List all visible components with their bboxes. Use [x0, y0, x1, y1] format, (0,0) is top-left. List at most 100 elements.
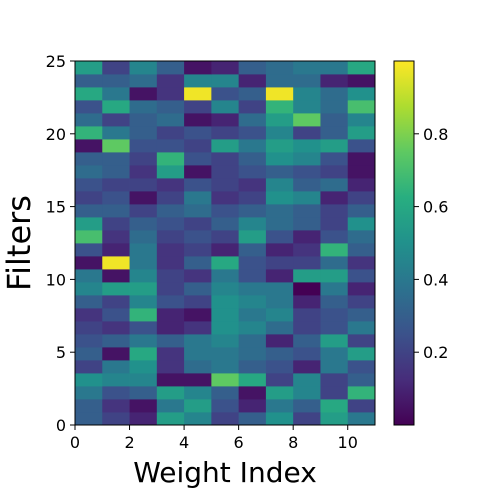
heatmap-cell: [184, 178, 212, 192]
heatmap-cell: [320, 256, 349, 270]
heatmap-cell: [102, 269, 130, 283]
heatmap-cell: [156, 139, 185, 153]
heatmap-cell: [238, 204, 267, 218]
heatmap-cell: [129, 321, 158, 335]
heatmap-cell: [320, 204, 349, 218]
heatmap-cell: [211, 87, 240, 101]
heatmap-cell: [265, 269, 294, 283]
heatmap-cell: [293, 139, 321, 153]
heatmap-cell: [184, 191, 212, 205]
heatmap-cell: [129, 412, 158, 426]
heatmap-cells: [75, 61, 376, 426]
heatmap-cell: [184, 74, 212, 88]
heatmap-cell: [211, 152, 240, 166]
heatmap-cell: [211, 113, 240, 127]
heatmap-cell: [265, 412, 294, 426]
heatmap-cell: [320, 373, 349, 387]
heatmap-cell: [102, 87, 130, 101]
heatmap-cell: [347, 269, 376, 283]
heatmap-cell: [211, 74, 240, 88]
heatmap-cell: [347, 191, 376, 205]
x-tick-label: 10: [338, 433, 358, 452]
heatmap-cell: [347, 61, 376, 75]
heatmap-cell: [75, 230, 103, 244]
heatmap-cell: [238, 152, 267, 166]
heatmap-cell: [293, 256, 321, 270]
heatmap-cell: [129, 126, 158, 140]
heatmap-cell: [211, 295, 240, 309]
heatmap-cell: [129, 282, 158, 296]
heatmap-cell: [347, 360, 376, 374]
heatmap-cell: [129, 373, 158, 387]
heatmap-cell: [211, 230, 240, 244]
heatmap-cell: [293, 412, 321, 426]
heatmap-cell: [75, 74, 103, 88]
heatmap-cell: [129, 230, 158, 244]
heatmap-cell: [238, 308, 267, 322]
heatmap-cell: [184, 87, 212, 101]
heatmap-cell: [238, 178, 267, 192]
heatmap-cell: [75, 113, 103, 127]
heatmap-cell: [265, 87, 294, 101]
heatmap-cell: [184, 373, 212, 387]
heatmap-cell: [293, 87, 321, 101]
x-tick-label: 2: [124, 433, 134, 452]
heatmap-cell: [238, 87, 267, 101]
heatmap-cell: [184, 126, 212, 140]
heatmap-cell: [129, 386, 158, 400]
heatmap-cell: [238, 360, 267, 374]
heatmap-cell: [320, 126, 349, 140]
heatmap-cell: [238, 399, 267, 413]
heatmap-cell: [184, 204, 212, 218]
heatmap-cell: [102, 334, 130, 348]
heatmap-cell: [156, 386, 185, 400]
heatmap-cell: [156, 126, 185, 140]
heatmap-cell: [320, 295, 349, 309]
heatmap-cell: [238, 386, 267, 400]
plot-frame: [74, 60, 376, 426]
heatmap-cell: [320, 178, 349, 192]
heatmap-cell: [184, 269, 212, 283]
heatmap-cell: [129, 191, 158, 205]
colorbar-tick-label: 0.4: [423, 270, 448, 289]
heatmap-cell: [75, 87, 103, 101]
y-tick-label: 15: [46, 198, 66, 217]
y-tick-label: 20: [46, 125, 66, 144]
heatmap-cell: [293, 321, 321, 335]
heatmap-cell: [129, 100, 158, 114]
heatmap-cell: [238, 191, 267, 205]
heatmap-cell: [156, 295, 185, 309]
heatmap-cell: [320, 191, 349, 205]
heatmap-cell: [184, 139, 212, 153]
heatmap-cell: [156, 165, 185, 179]
heatmap-cell: [265, 204, 294, 218]
heatmap-cell: [238, 139, 267, 153]
heatmap-cell: [156, 256, 185, 270]
heatmap-cell: [211, 373, 240, 387]
heatmap-cell: [156, 269, 185, 283]
y-axis-ticks: 0 5 10 15 20 25: [46, 52, 75, 435]
heatmap-cell: [265, 217, 294, 231]
heatmap-cell: [265, 282, 294, 296]
heatmap-cell: [156, 113, 185, 127]
heatmap-cell: [102, 74, 130, 88]
x-tick-label: 8: [288, 433, 298, 452]
heatmap-cell: [238, 230, 267, 244]
heatmap-cell: [102, 230, 130, 244]
heatmap-cell: [293, 243, 321, 257]
heatmap-cell: [184, 334, 212, 348]
heatmap-cell: [347, 347, 376, 361]
heatmap-cell: [211, 282, 240, 296]
heatmap-cell: [293, 217, 321, 231]
heatmap-cell: [265, 308, 294, 322]
heatmap-cell: [156, 360, 185, 374]
heatmap-cell: [156, 204, 185, 218]
heatmap-cell: [265, 243, 294, 257]
heatmap-cell: [265, 295, 294, 309]
heatmap-cell: [347, 282, 376, 296]
heatmap-cell: [184, 100, 212, 114]
heatmap-cell: [129, 295, 158, 309]
heatmap-cell: [347, 152, 376, 166]
heatmap-cell: [265, 321, 294, 335]
